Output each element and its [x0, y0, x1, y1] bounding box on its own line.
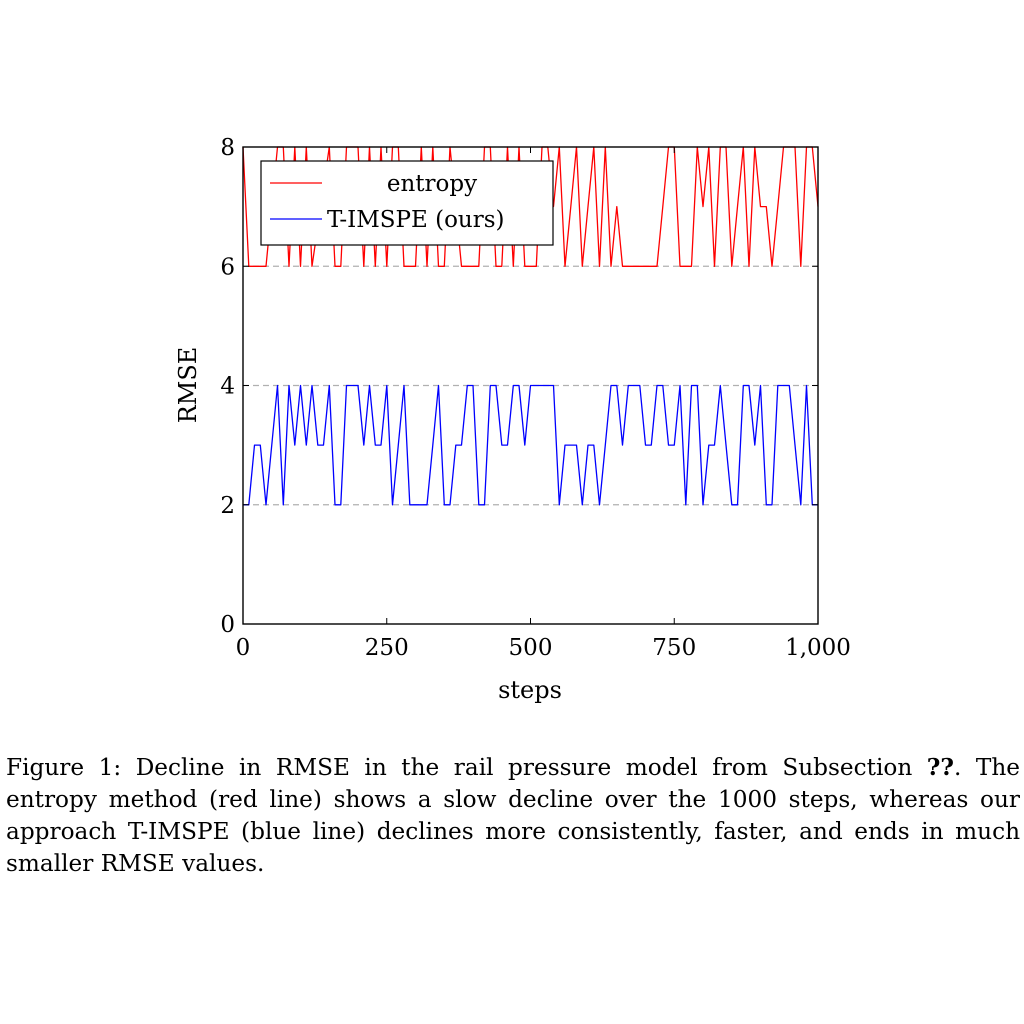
x-tick-label: 750	[652, 635, 696, 661]
legend-box	[260, 160, 554, 246]
x-tick-label: 500	[509, 635, 553, 661]
x-axis-label: steps	[498, 676, 562, 704]
figure-caption: Figure 1: Decline in RMSE in the rail pr…	[6, 752, 1020, 880]
x-tick-label: 250	[365, 635, 409, 661]
axis-ticks: 0 250 500 750 1,000 0 2 4 6 8	[220, 135, 851, 661]
caption-reference: ??	[926, 754, 954, 781]
series-lines	[242, 146, 819, 506]
line-chart: 0 250 500 750 1,000 0 2 4 6 8 steps RMSE entropy …	[174, 135, 851, 704]
legend-label-t-imspe: T-IMSPE (ours)	[327, 207, 505, 233]
y-tick-label: 6	[220, 254, 235, 280]
y-tick-label: 8	[220, 135, 235, 161]
y-tick-label: 4	[220, 374, 235, 400]
caption-suffix: . The entropy method (red line) shows a …	[6, 754, 1020, 877]
x-tick-label: 0	[236, 635, 251, 661]
x-tick-label: 1,000	[785, 635, 851, 661]
y-tick-label: 0	[220, 612, 235, 638]
y-axis-label: RMSE	[174, 347, 202, 424]
legend: entropy T-IMSPE (ours)	[260, 160, 554, 246]
legend-label-entropy: entropy	[387, 171, 477, 197]
caption-prefix: Figure 1: Decline in RMSE in the rail pr…	[6, 754, 927, 781]
y-tick-label: 2	[220, 493, 235, 519]
series-line-t-imspe	[243, 384, 818, 506]
series-line-entropy	[242, 146, 819, 267]
